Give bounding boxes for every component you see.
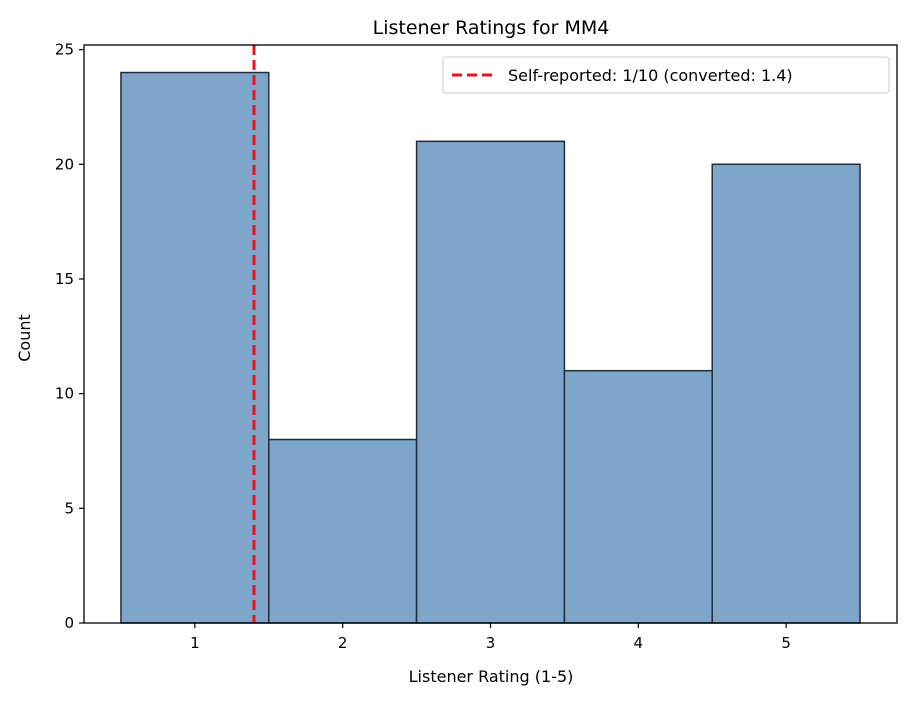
x-axis-label: Listener Rating (1-5) [409,667,574,686]
y-tick-label: 0 [64,614,74,632]
legend: Self-reported: 1/10 (converted: 1.4) [442,56,890,94]
legend-entry-label: Self-reported: 1/10 (converted: 1.4) [508,66,793,85]
y-tick-label: 5 [64,499,74,517]
chart-title: Listener Ratings for MM4 [373,17,610,39]
bar-rating-2 [268,438,418,624]
bar-rating-4 [563,369,713,624]
y-axis-label: Count [15,314,34,362]
bars-group [120,71,861,624]
y-tick-label: 15 [55,270,74,288]
legend-box [442,56,890,94]
x-tick-label: 2 [338,634,348,652]
x-tick-label: 4 [634,634,644,652]
x-axis-ticks: 1 2 3 4 5 [190,623,791,652]
bar-rating-3 [415,140,566,624]
x-tick-label: 1 [190,634,200,652]
y-tick-label: 20 [55,155,74,173]
y-tick-label: 25 [55,41,74,59]
plot-frame [83,44,898,624]
bar-rating-1 [120,71,270,624]
y-axis-ticks: 0 5 10 15 20 25 [55,41,84,632]
x-tick-label: 5 [781,634,791,652]
bar-rating-5 [711,163,861,624]
x-tick-label: 3 [486,634,496,652]
y-tick-label: 10 [55,385,74,403]
